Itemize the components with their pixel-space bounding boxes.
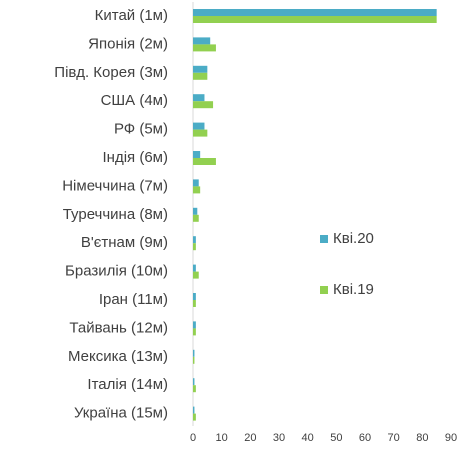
bar bbox=[193, 385, 196, 393]
bar bbox=[193, 356, 195, 364]
bar bbox=[193, 179, 199, 187]
y-tick-label: Півд. Корея (3м) bbox=[54, 64, 168, 81]
legend-swatch bbox=[320, 235, 328, 243]
bar bbox=[193, 214, 199, 222]
bar bbox=[193, 236, 196, 244]
bar bbox=[193, 300, 196, 307]
x-tick-label: 60 bbox=[359, 432, 371, 444]
y-tick-label: Італія (14м) bbox=[87, 376, 168, 393]
legend-label: Кві.20 bbox=[333, 230, 374, 247]
y-tick-label: США (4м) bbox=[101, 92, 168, 109]
x-tick-label: 10 bbox=[216, 432, 228, 444]
legend-label: Кві.19 bbox=[333, 281, 374, 298]
y-tick-label: Китай (1м) bbox=[95, 7, 168, 24]
y-tick-label: Україна (15м) bbox=[74, 405, 168, 422]
bar bbox=[193, 207, 198, 215]
bar bbox=[193, 378, 195, 386]
bar bbox=[193, 9, 437, 16]
bar bbox=[193, 151, 201, 158]
bar bbox=[193, 65, 208, 73]
y-tick-label: Туреччина (8м) bbox=[63, 206, 168, 223]
bar bbox=[193, 129, 208, 137]
y-tick-label: В'єтнам (9м) bbox=[81, 234, 168, 251]
bar bbox=[193, 328, 196, 336]
x-tick-label: 40 bbox=[302, 432, 314, 444]
x-tick-label: 70 bbox=[388, 432, 400, 444]
bar bbox=[193, 271, 199, 279]
y-tick-label: Бразилія (10м) bbox=[65, 263, 168, 280]
bar bbox=[193, 122, 205, 130]
legend-swatch bbox=[320, 286, 328, 294]
bar bbox=[193, 158, 216, 165]
bar bbox=[193, 16, 437, 23]
bar bbox=[193, 44, 216, 52]
x-tick-label: 0 bbox=[190, 432, 196, 444]
y-tick-label: Іран (11м) bbox=[99, 291, 168, 308]
x-tick-label: 20 bbox=[244, 432, 256, 444]
y-tick-label: Німеччина (7м) bbox=[62, 177, 168, 194]
y-tick-label: РФ (5м) bbox=[114, 121, 168, 138]
bar bbox=[193, 406, 195, 414]
x-tick-label: 50 bbox=[330, 432, 342, 444]
bar bbox=[193, 101, 214, 109]
bar bbox=[193, 37, 211, 45]
bar bbox=[193, 321, 196, 329]
y-tick-label: Тайвань (12м) bbox=[69, 319, 168, 336]
bar bbox=[193, 72, 208, 80]
y-tick-label: Мексика (13м) bbox=[68, 348, 168, 365]
bar bbox=[193, 413, 196, 421]
bar bbox=[193, 293, 196, 300]
y-tick-label: Індія (6м) bbox=[103, 149, 168, 166]
x-tick-label: 30 bbox=[273, 432, 285, 444]
y-tick-label: Японія (2м) bbox=[88, 35, 168, 52]
bar bbox=[193, 186, 201, 194]
x-tick-label: 90 bbox=[445, 432, 457, 444]
x-tick-label: 80 bbox=[416, 432, 428, 444]
bar bbox=[193, 94, 205, 102]
bar bbox=[193, 264, 196, 272]
bar bbox=[193, 349, 195, 357]
bar bbox=[193, 243, 196, 251]
